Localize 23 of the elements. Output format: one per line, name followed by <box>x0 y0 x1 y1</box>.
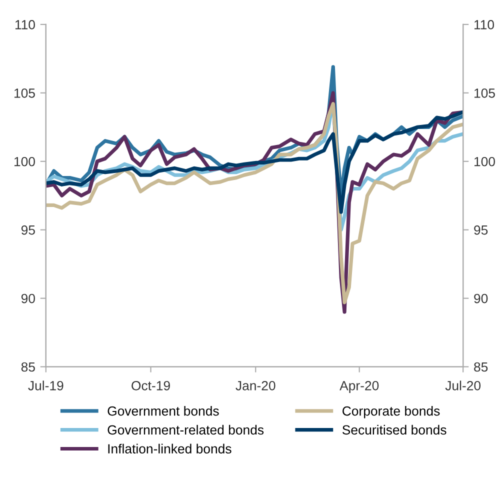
y2-tick-label: 95 <box>474 225 488 235</box>
y-tick-label: 90 <box>21 294 35 304</box>
y2-tick-label: 85 <box>474 362 488 372</box>
legend-label: Government-related bonds <box>108 424 264 435</box>
x-tick-label: Jan-20 <box>236 380 276 390</box>
legend-label: Securitised bonds <box>342 424 446 435</box>
y2-tick-label: 90 <box>474 294 488 304</box>
line-series <box>46 110 464 214</box>
legend-label: Corporate bonds <box>342 406 440 418</box>
y-tick-label: 85 <box>21 362 35 372</box>
y2-tick-label: 100 <box>474 156 495 166</box>
x-tick-label: Jul-20 <box>445 380 481 390</box>
y2-tick-label: 105 <box>474 88 495 98</box>
x-tick-label: Jul-19 <box>28 380 64 390</box>
y-tick-label: 110 <box>15 20 35 30</box>
y2-tick-label: 110 <box>474 20 494 30</box>
legend-label: Government bonds <box>108 406 219 416</box>
x-tick-label: Apr-20 <box>340 380 379 393</box>
x-tick-label: Oct-19 <box>132 380 170 390</box>
legend-label: Inflation-linked bonds <box>108 444 232 454</box>
y-tick-label: 100 <box>14 156 35 166</box>
y-tick-label: 95 <box>21 225 35 235</box>
y-tick-label: 105 <box>14 88 35 98</box>
